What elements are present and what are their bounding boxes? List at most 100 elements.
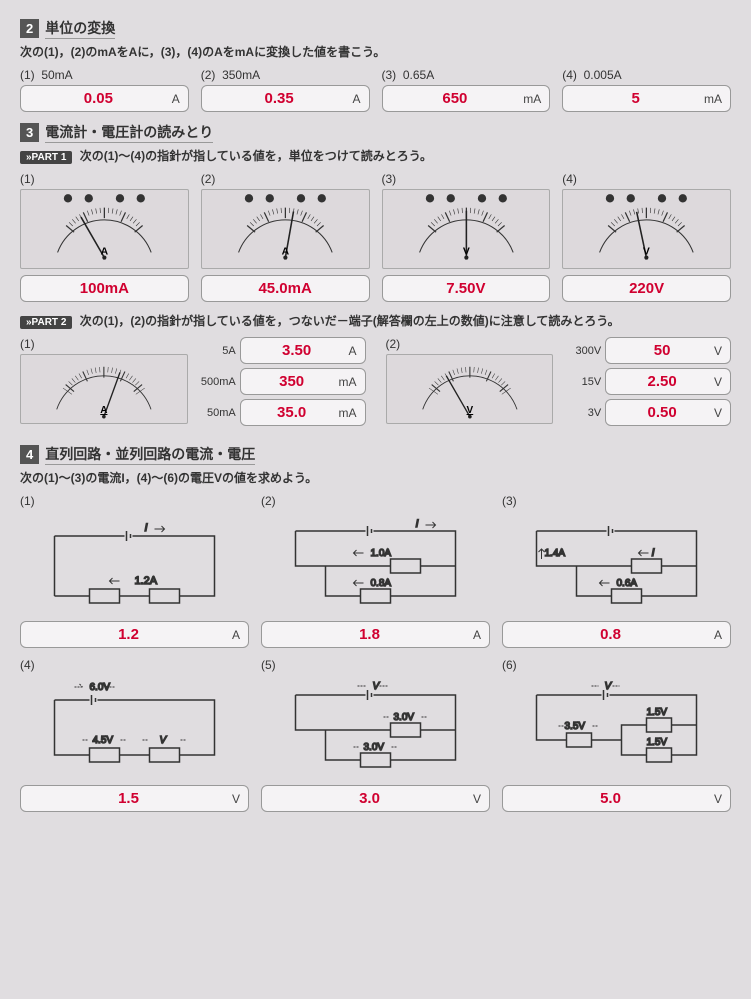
section-2-instr: 次の(1)，(2)のmAをAに，(3)，(4)のAをmAに変換した値を書こう。: [20, 43, 731, 60]
answer-unit: A: [473, 628, 481, 642]
answer-box: 50 V: [605, 337, 731, 364]
answer-value: 0.05: [29, 90, 168, 107]
q-label: (4): [20, 658, 249, 672]
scale-label: 5A: [198, 345, 236, 357]
answer-value: 650: [391, 90, 520, 107]
answer-unit: V: [473, 792, 481, 806]
scale-label: 3V: [563, 407, 601, 419]
circuit-diagram: 6.0V 4.5V V: [20, 675, 249, 785]
svg-text:1.5V: 1.5V: [647, 737, 668, 748]
answer-unit: A: [714, 628, 722, 642]
answer-value: 1.5: [29, 790, 228, 807]
section-2-badge: 2: [20, 19, 39, 38]
svg-text:V: V: [462, 246, 469, 257]
svg-text:1.5V: 1.5V: [647, 707, 668, 718]
q-label: (3) 0.65A: [382, 68, 551, 82]
answer-box: 2.50V: [605, 368, 731, 395]
circuit-diagram: I 1.0A 0.8A: [261, 511, 490, 621]
answer-box: 0.35A: [201, 85, 370, 112]
svg-text:3.0V: 3.0V: [364, 742, 385, 753]
svg-text:0.8A: 0.8A: [371, 578, 392, 589]
q-label: (1) 50mA: [20, 68, 189, 82]
answer-value: 350: [249, 373, 335, 390]
svg-text:3.0V: 3.0V: [394, 712, 415, 723]
answer-unit: A: [232, 628, 240, 642]
scale-label: 500mA: [198, 376, 236, 388]
answer-value: 220V: [571, 280, 722, 297]
part-badge: »PART 2: [20, 316, 72, 329]
answer-box: 3.0V: [261, 785, 490, 812]
q-label: (2): [386, 337, 554, 351]
svg-text:1.0A: 1.0A: [371, 548, 392, 559]
part2-text: 次の(1)，(2)の指針が指している値を，つないだ－端子(解答欄の左上の数値)に…: [80, 314, 620, 328]
answer-box: 220V: [562, 275, 731, 302]
svg-text:4.5V: 4.5V: [93, 735, 114, 746]
answer-value: 0.8: [511, 626, 710, 643]
section-3-badge: 3: [20, 123, 39, 142]
answer-value: 0.50: [614, 404, 710, 421]
scale-label: 300V: [563, 345, 601, 357]
answer-box: 350 mA: [240, 368, 366, 395]
svg-text:I: I: [145, 522, 148, 534]
section-2-title: 単位の変換: [45, 18, 115, 39]
answer-unit: V: [714, 344, 722, 358]
answer-unit: mA: [523, 92, 541, 106]
meter-icon: A: [201, 189, 370, 269]
q-label: (4): [562, 172, 731, 186]
answer-value: 3.50: [249, 342, 345, 359]
q-label: (2): [201, 172, 370, 186]
answer-value: 50: [614, 342, 710, 359]
scale-label: 15V: [563, 376, 601, 388]
answer-value: 0.35: [210, 90, 349, 107]
circuit-diagram: 1.4A I 0.6A: [502, 511, 731, 621]
meter-icon: A: [20, 189, 189, 269]
svg-text:A: A: [281, 246, 289, 257]
answer-unit: A: [348, 344, 356, 358]
q-label: (2): [261, 494, 490, 508]
circuit-diagram: V 3.5V 1.5V 1.5V: [502, 675, 731, 785]
answer-box: 7.50V: [382, 275, 551, 302]
meter-icon: V: [562, 189, 731, 269]
answer-value: 7.50V: [391, 280, 542, 297]
section-3-header: 3 電流計・電圧計の読みとり: [20, 122, 731, 143]
section-4-header: 4 直列回路・並列回路の電流・電圧: [20, 444, 731, 465]
answer-unit: V: [714, 406, 722, 420]
answer-box: 5mA: [562, 85, 731, 112]
svg-text:V: V: [605, 681, 613, 692]
answer-box: 35.0 mA: [240, 399, 366, 426]
section-4-instr: 次の(1)～(3)の電流I，(4)～(6)の電圧Vの値を求めよう。: [20, 469, 731, 486]
answer-box: 1.5V: [20, 785, 249, 812]
circuit-diagram: I 1.2A: [20, 511, 249, 621]
scale-label: 50mA: [198, 407, 236, 419]
section-3-p1-instr: »PART 1 次の(1)～(4)の指針が指している値を，単位をつけて読みとろう…: [20, 147, 731, 164]
svg-text:A: A: [101, 246, 109, 257]
section-3-p2-instr: »PART 2 次の(1)，(2)の指針が指している値を，つないだ－端子(解答欄…: [20, 312, 731, 329]
section-3-p1-items: (1) A 100mA(2) A 45.0mA(3) V 7.50V(4) V …: [20, 172, 731, 302]
svg-text:V: V: [466, 405, 473, 416]
meter-icon: V: [382, 189, 551, 269]
answer-box: 100mA: [20, 275, 189, 302]
q-label: (1): [20, 172, 189, 186]
section-4-items: (1) I 1.2A 1.2A(2) I 1.0A 0.8A 1.8A(3) 1…: [20, 494, 731, 812]
answer-box: 1.2 A: [20, 621, 249, 648]
answer-value: 5.0: [511, 790, 710, 807]
svg-text:3.5V: 3.5V: [565, 721, 586, 732]
svg-text:V: V: [373, 681, 381, 692]
answer-unit: V: [714, 792, 722, 806]
answer-unit: mA: [704, 92, 722, 106]
meter-icon: V: [386, 354, 554, 424]
q-label: (5): [261, 658, 490, 672]
part1-text: 次の(1)～(4)の指針が指している値を，単位をつけて読みとろう。: [80, 149, 432, 163]
part-badge: »PART 1: [20, 151, 72, 164]
q-label: (1): [20, 494, 249, 508]
svg-text:0.6A: 0.6A: [617, 578, 638, 589]
answer-value: 1.8: [270, 626, 469, 643]
svg-text:V: V: [160, 735, 168, 746]
svg-text:1.2A: 1.2A: [135, 575, 158, 587]
q-label: (1): [20, 337, 188, 351]
answer-value: 35.0: [249, 404, 335, 421]
answer-unit: mA: [339, 406, 357, 420]
section-2-items: (1) 50mA 0.05A(2) 350mA 0.35A(3) 0.65A 6…: [20, 68, 731, 112]
answer-unit: mA: [339, 375, 357, 389]
answer-value: 1.2: [29, 626, 228, 643]
